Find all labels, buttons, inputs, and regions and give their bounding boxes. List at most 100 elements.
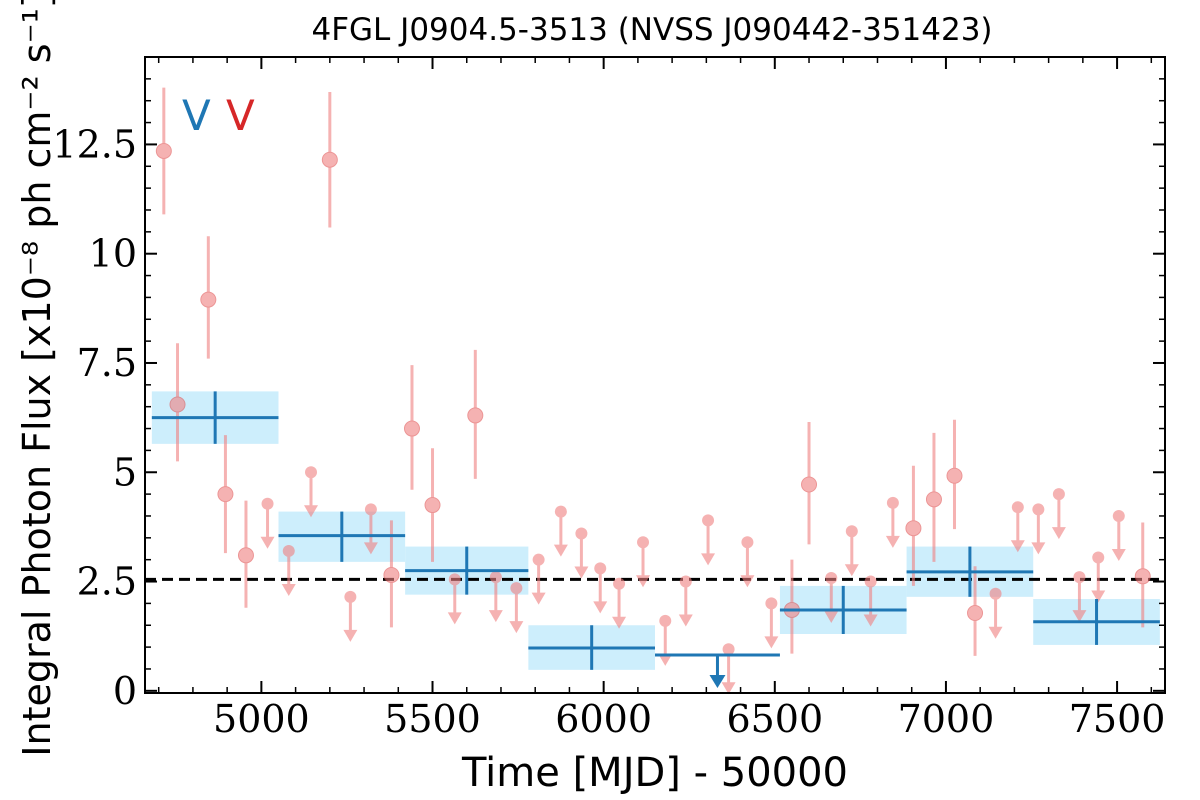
y-tick-label: 10 — [89, 232, 137, 276]
monthly-upper-limit — [844, 525, 859, 577]
upper-limit-arrowhead — [1010, 540, 1025, 553]
monthly-marker — [801, 476, 818, 493]
monthly-marker — [946, 467, 963, 484]
monthly-marker — [237, 547, 254, 564]
monthly-upper-limit — [304, 466, 319, 518]
upper-limit-marker — [305, 466, 318, 479]
monthly-upper-limit — [636, 536, 651, 588]
upper-limit-marker — [1112, 509, 1125, 522]
upper-limit-arrowhead — [260, 536, 275, 549]
monthly-upper-limit — [553, 505, 568, 557]
monthly-marker — [925, 491, 942, 508]
upper-limit-arrowhead — [740, 575, 755, 588]
upper-limit-arrowhead — [531, 592, 546, 605]
monthly-point — [967, 566, 984, 656]
monthly-upper-limit — [488, 571, 503, 623]
monthly-upper-limit — [281, 544, 296, 596]
upper-limit-arrowhead — [701, 553, 716, 566]
y-axis-label: Integral Photon Flux [x10⁻⁸ ph cm⁻² s⁻¹] — [15, 0, 59, 757]
legend-entry-monthly: V — [226, 91, 255, 140]
monthly-upper-limit — [764, 597, 779, 649]
monthly-point — [217, 435, 234, 554]
upper-limit-marker — [594, 562, 607, 575]
upper-limit-marker — [886, 496, 899, 509]
monthly-upper-limit — [612, 577, 627, 629]
monthly-upper-limit — [1031, 503, 1046, 555]
monthly-point — [169, 343, 186, 462]
monthly-marker — [403, 420, 420, 437]
x-tick-label: 5500 — [384, 697, 481, 741]
upper-limit-marker — [637, 536, 650, 549]
monthly-marker — [169, 396, 186, 413]
y-tick-label: 5 — [113, 450, 137, 494]
upper-limit-marker — [1073, 571, 1086, 584]
upper-limit-arrowhead — [721, 682, 736, 695]
monthly-point — [321, 91, 338, 228]
upper-limit-arrowhead — [764, 636, 779, 649]
upper-limit-arrowhead — [885, 535, 900, 548]
monthly-point — [801, 421, 818, 545]
upper-limit-marker — [613, 577, 626, 590]
upper-limit-marker — [741, 536, 754, 549]
monthly-point — [237, 500, 254, 608]
upper-limit-arrowhead — [343, 629, 358, 642]
monthly-upper-limit — [701, 514, 716, 566]
upper-limit-marker — [1032, 503, 1045, 516]
upper-limit-marker — [765, 597, 778, 610]
monthly-marker — [200, 291, 217, 308]
monthly-marker — [217, 486, 234, 503]
upper-limit-arrowhead — [553, 544, 568, 557]
upper-limit-arrowhead — [863, 614, 878, 627]
monthly-point — [905, 465, 922, 586]
monthly-marker — [321, 151, 338, 168]
upper-limit-arrowhead — [824, 611, 839, 624]
upper-limit-arrowhead — [988, 626, 1003, 639]
monthly-upper-limit — [1111, 509, 1126, 561]
y-tick-label: 12.5 — [52, 122, 137, 166]
monthly-upper-limit — [593, 562, 608, 614]
x-axis-label: Time [MJD] - 50000 — [461, 750, 848, 796]
monthly-point — [946, 419, 963, 530]
upper-limit-arrowhead — [447, 612, 462, 625]
monthly-marker — [383, 566, 400, 583]
upper-limit-marker — [1092, 551, 1105, 564]
monthly-upper-limit — [260, 497, 275, 549]
x-tick-label: 7000 — [898, 697, 995, 741]
upper-limit-arrowhead — [509, 621, 524, 634]
monthly-marker — [905, 520, 922, 537]
upper-limit-marker — [532, 553, 545, 566]
upper-limit-arrowhead — [658, 653, 673, 666]
upper-limit-arrowhead — [636, 575, 651, 588]
monthly-point — [783, 559, 800, 654]
upper-limit-marker — [282, 544, 295, 557]
upper-limit-arrowhead — [574, 566, 589, 579]
monthly-point — [1134, 522, 1151, 628]
monthly-marker — [155, 142, 172, 159]
upper-limit-arrowhead — [1111, 548, 1126, 561]
monthly-upper-limit — [1091, 551, 1106, 603]
upper-limit-arrowhead — [678, 614, 693, 627]
monthly-point — [403, 365, 420, 490]
upper-limit-marker — [1011, 501, 1024, 514]
upper-limit-marker — [448, 573, 461, 586]
monthly-point — [925, 432, 942, 562]
upper-limit-marker — [864, 575, 877, 588]
x-tick-label: 6000 — [555, 697, 652, 741]
upper-limit-marker — [364, 503, 377, 516]
y-tick-label: 7.5 — [77, 341, 137, 385]
monthly-upper-limit — [740, 536, 755, 588]
x-tick-label: 5000 — [213, 697, 310, 741]
monthly-marker — [967, 605, 984, 622]
legend-entry-yearly: V — [182, 91, 211, 140]
monthly-marker — [1134, 568, 1151, 585]
y-tick-label: 2.5 — [77, 560, 137, 604]
chart-title: 4FGL J0904.5-3513 (NVSS J090442-351423) — [311, 12, 992, 48]
upper-limit-arrowhead — [363, 542, 378, 555]
monthly-upper-limit — [824, 572, 839, 624]
monthly-point — [155, 87, 172, 215]
x-tick-label: 6500 — [726, 697, 823, 741]
upper-limit-arrowhead — [488, 610, 503, 623]
upper-limit-marker — [989, 587, 1002, 600]
monthly-marker — [467, 407, 484, 424]
